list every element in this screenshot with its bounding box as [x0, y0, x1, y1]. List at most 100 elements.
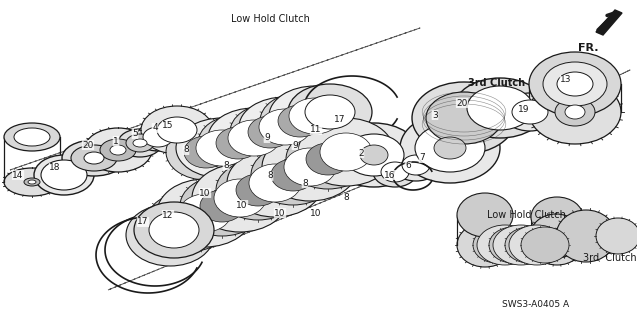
- Ellipse shape: [596, 218, 637, 254]
- Ellipse shape: [373, 157, 417, 187]
- Text: 3rd  Clutch: 3rd Clutch: [583, 253, 636, 263]
- Ellipse shape: [344, 134, 404, 176]
- Ellipse shape: [71, 145, 117, 171]
- Ellipse shape: [381, 162, 409, 182]
- Ellipse shape: [166, 206, 210, 238]
- Ellipse shape: [473, 227, 521, 263]
- Ellipse shape: [146, 192, 230, 252]
- Ellipse shape: [505, 227, 553, 263]
- Ellipse shape: [392, 149, 440, 181]
- Ellipse shape: [298, 118, 394, 186]
- Ellipse shape: [196, 130, 248, 166]
- Ellipse shape: [208, 108, 300, 168]
- Text: 10: 10: [236, 201, 248, 210]
- Ellipse shape: [262, 133, 358, 201]
- Text: 19: 19: [519, 106, 530, 115]
- Ellipse shape: [509, 225, 565, 265]
- Ellipse shape: [84, 128, 152, 172]
- Ellipse shape: [24, 178, 40, 186]
- Ellipse shape: [360, 145, 388, 165]
- Text: 8: 8: [183, 146, 189, 155]
- Ellipse shape: [157, 179, 253, 247]
- Ellipse shape: [143, 127, 173, 147]
- Text: 5: 5: [132, 130, 138, 139]
- Ellipse shape: [176, 118, 268, 178]
- Ellipse shape: [216, 127, 260, 159]
- Polygon shape: [596, 10, 622, 35]
- Ellipse shape: [239, 97, 331, 157]
- Ellipse shape: [28, 180, 36, 184]
- Ellipse shape: [529, 80, 621, 144]
- Ellipse shape: [126, 204, 214, 266]
- Ellipse shape: [166, 124, 246, 180]
- Ellipse shape: [136, 123, 180, 151]
- Ellipse shape: [228, 120, 280, 156]
- Text: 14: 14: [12, 171, 24, 180]
- Text: 4: 4: [152, 124, 158, 132]
- Ellipse shape: [454, 78, 546, 138]
- Ellipse shape: [192, 164, 288, 232]
- Ellipse shape: [236, 174, 280, 206]
- Ellipse shape: [320, 133, 372, 171]
- Ellipse shape: [531, 197, 583, 237]
- Text: 2: 2: [358, 148, 364, 157]
- Text: Low Hold Clutch: Low Hold Clutch: [231, 14, 310, 24]
- Ellipse shape: [502, 93, 558, 131]
- Ellipse shape: [157, 117, 197, 143]
- Ellipse shape: [14, 128, 50, 146]
- Ellipse shape: [565, 105, 585, 119]
- Ellipse shape: [529, 52, 621, 116]
- Ellipse shape: [179, 194, 231, 232]
- Ellipse shape: [306, 143, 350, 175]
- Ellipse shape: [248, 116, 292, 148]
- Ellipse shape: [284, 148, 336, 186]
- Ellipse shape: [467, 86, 533, 130]
- Ellipse shape: [477, 225, 533, 265]
- Ellipse shape: [400, 113, 500, 183]
- Text: 18: 18: [49, 164, 61, 172]
- Text: 1: 1: [113, 137, 119, 146]
- Ellipse shape: [434, 137, 466, 159]
- Ellipse shape: [493, 225, 549, 265]
- Text: 7: 7: [419, 154, 425, 163]
- Ellipse shape: [556, 210, 616, 262]
- Text: 9: 9: [292, 140, 298, 149]
- Ellipse shape: [142, 215, 198, 255]
- Text: SWS3-A0405 A: SWS3-A0405 A: [503, 300, 569, 309]
- Text: 16: 16: [384, 171, 396, 180]
- Ellipse shape: [227, 149, 323, 217]
- Ellipse shape: [278, 105, 322, 137]
- Text: 10: 10: [199, 188, 211, 197]
- Ellipse shape: [557, 72, 593, 96]
- Ellipse shape: [426, 92, 502, 144]
- Text: 8: 8: [223, 161, 229, 170]
- Ellipse shape: [530, 214, 582, 258]
- Ellipse shape: [249, 164, 301, 202]
- Ellipse shape: [251, 145, 335, 205]
- Ellipse shape: [133, 139, 147, 147]
- Text: 10: 10: [310, 209, 322, 218]
- Ellipse shape: [84, 152, 104, 164]
- Ellipse shape: [288, 84, 372, 140]
- Text: FR.: FR.: [578, 43, 598, 53]
- Ellipse shape: [200, 190, 244, 222]
- Text: 17: 17: [334, 115, 346, 124]
- Ellipse shape: [141, 106, 213, 154]
- Ellipse shape: [269, 86, 361, 146]
- Ellipse shape: [457, 223, 513, 267]
- Text: 6: 6: [405, 161, 411, 170]
- Ellipse shape: [543, 62, 607, 106]
- Text: 20: 20: [456, 99, 468, 108]
- Ellipse shape: [457, 193, 513, 237]
- Ellipse shape: [110, 145, 126, 155]
- Ellipse shape: [149, 212, 199, 248]
- Ellipse shape: [41, 160, 87, 190]
- Text: 8: 8: [267, 172, 273, 180]
- Ellipse shape: [305, 95, 355, 129]
- Ellipse shape: [4, 123, 60, 151]
- Ellipse shape: [412, 82, 516, 154]
- Ellipse shape: [184, 136, 228, 168]
- Text: 12: 12: [162, 211, 174, 220]
- Text: 15: 15: [162, 122, 174, 131]
- Ellipse shape: [214, 179, 266, 217]
